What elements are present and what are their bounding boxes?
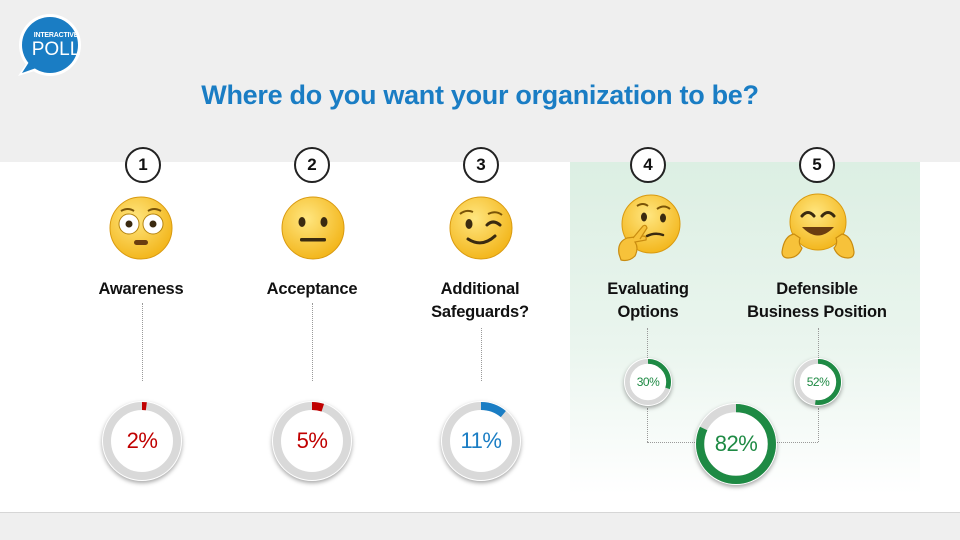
option-4-label-line2: Options bbox=[617, 303, 679, 321]
option-5-label-line2: Business Position bbox=[747, 303, 887, 321]
option-1-number: 1 bbox=[125, 147, 161, 183]
option-3-label: Additional Safeguards? bbox=[390, 278, 570, 324]
donut-value: 82% bbox=[714, 431, 758, 456]
connector-1 bbox=[142, 303, 143, 381]
donut-arc bbox=[695, 403, 777, 485]
result-donut-4: 30% bbox=[624, 358, 672, 406]
connector-5-down bbox=[818, 408, 819, 442]
donut-arc bbox=[273, 402, 351, 480]
donut-arc bbox=[442, 402, 520, 480]
donut-arc bbox=[624, 358, 672, 406]
option-2-label-line1: Acceptance bbox=[266, 280, 358, 298]
donut-value: 2% bbox=[126, 428, 158, 453]
result-donut-3: 11% bbox=[441, 401, 521, 481]
connector-5-merge bbox=[776, 442, 818, 443]
winking-face-icon bbox=[449, 196, 513, 260]
interactive-poll-badge: INTERACTIVE POLL bbox=[12, 12, 82, 78]
donut-arc bbox=[794, 358, 842, 406]
header-band bbox=[0, 0, 960, 162]
option-2-label: Acceptance bbox=[222, 278, 402, 301]
connector-2 bbox=[312, 303, 313, 381]
option-5-number: 5 bbox=[799, 147, 835, 183]
neutral-face-icon bbox=[281, 196, 345, 260]
badge-line2: POLL bbox=[31, 39, 81, 60]
donut-value: 5% bbox=[296, 428, 328, 453]
option-3-number: 3 bbox=[463, 147, 499, 183]
result-donut-1: 2% bbox=[102, 401, 182, 481]
connector-4-down bbox=[647, 408, 648, 442]
hugging-face-icon bbox=[781, 193, 855, 259]
badge-line1: INTERACTIVE bbox=[33, 32, 79, 39]
flushed-face-icon bbox=[109, 196, 173, 260]
option-4-number: 4 bbox=[630, 147, 666, 183]
donut-value: 30% bbox=[636, 375, 660, 389]
option-1-label: Awareness bbox=[51, 278, 231, 301]
connector-4 bbox=[647, 328, 648, 358]
option-4-label-line1: Evaluating bbox=[607, 280, 689, 298]
donut-value: 11% bbox=[460, 428, 502, 453]
connector-3 bbox=[481, 328, 482, 381]
donut-arc bbox=[103, 402, 181, 480]
option-3-label-line2: Safeguards? bbox=[431, 303, 529, 321]
combined-result-donut: 82% bbox=[695, 403, 777, 485]
thinking-face-icon bbox=[618, 194, 681, 262]
footer-band bbox=[0, 512, 960, 540]
option-3-label-line1: Additional bbox=[440, 280, 520, 298]
speech-bubble-icon bbox=[18, 14, 81, 76]
option-1-label-line1: Awareness bbox=[98, 280, 184, 298]
option-5-label: Defensible Business Position bbox=[727, 278, 907, 324]
result-donut-5: 52% bbox=[794, 358, 842, 406]
result-donut-2: 5% bbox=[272, 401, 352, 481]
connector-5 bbox=[818, 328, 819, 358]
option-5-label-line1: Defensible bbox=[776, 280, 858, 298]
connector-4-merge bbox=[647, 442, 697, 443]
option-2-number: 2 bbox=[294, 147, 330, 183]
page-title: Where do you want your organization to b… bbox=[201, 80, 759, 110]
donut-value: 52% bbox=[806, 375, 830, 389]
option-4-label: Evaluating Options bbox=[558, 278, 738, 324]
